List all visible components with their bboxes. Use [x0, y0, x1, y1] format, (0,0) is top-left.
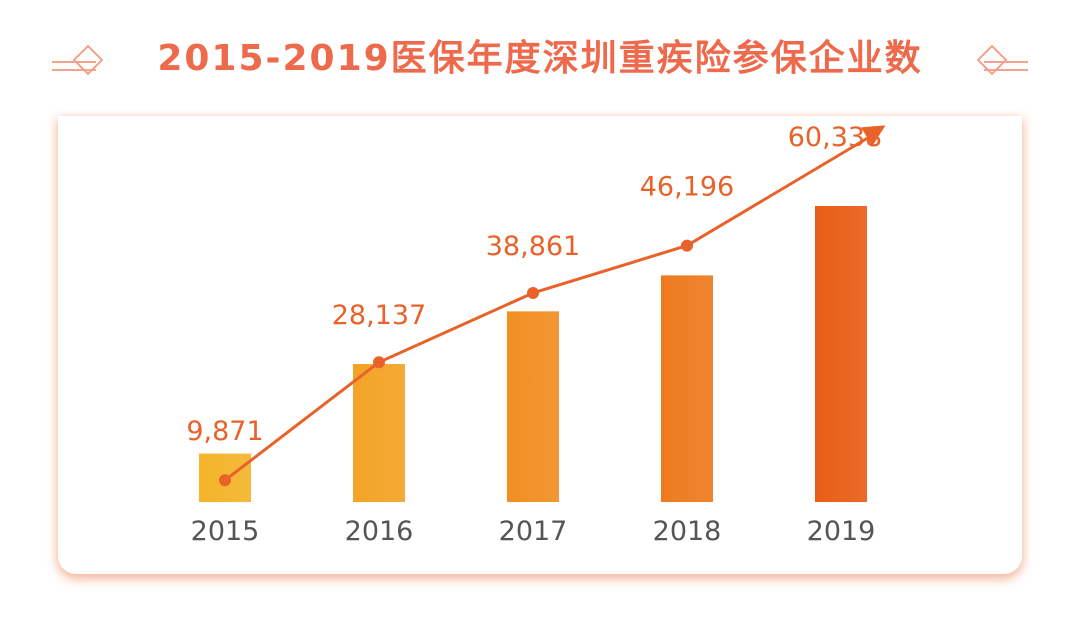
- value-label-2016: 28,137: [332, 300, 426, 331]
- bar-2018: [661, 275, 713, 502]
- bar-2016: [353, 363, 405, 502]
- value-label-2018: 46,196: [640, 172, 734, 203]
- value-label-2019: 60,338: [788, 122, 882, 153]
- x-tick-2016: 2016: [345, 516, 414, 547]
- x-tick-2017: 2017: [499, 516, 568, 547]
- bar-2017: [507, 311, 559, 502]
- trend-point-2017: [527, 286, 539, 299]
- chart-title: 2015-2019医保年度深圳重疾险参保企业数: [157, 38, 923, 79]
- title-row: 2015-2019医保年度深圳重疾险参保企业数: [0, 0, 1080, 116]
- bar-2019: [815, 206, 867, 502]
- value-label-2017: 38,861: [486, 231, 580, 262]
- trend-arrow-icon: [860, 125, 886, 147]
- x-tick-2019: 2019: [807, 516, 876, 547]
- trend-point-2015: [219, 474, 231, 487]
- diamond-ornament-right-icon: [976, 44, 1028, 76]
- value-label-2015: 9,871: [186, 416, 263, 447]
- trend-point-2018: [681, 239, 693, 252]
- x-tick-2015: 2015: [191, 516, 260, 547]
- diamond-ornament-left-icon: [52, 44, 104, 76]
- x-tick-2018: 2018: [653, 516, 722, 547]
- chart-card: 9,871 28,137 38,861 46,196 60,338 2015 2016 201…: [58, 116, 1022, 574]
- trend-point-2016: [373, 356, 385, 369]
- chart-svg: 9,871 28,137 38,861 46,196 60,338 2015 2016 201…: [186, 122, 886, 547]
